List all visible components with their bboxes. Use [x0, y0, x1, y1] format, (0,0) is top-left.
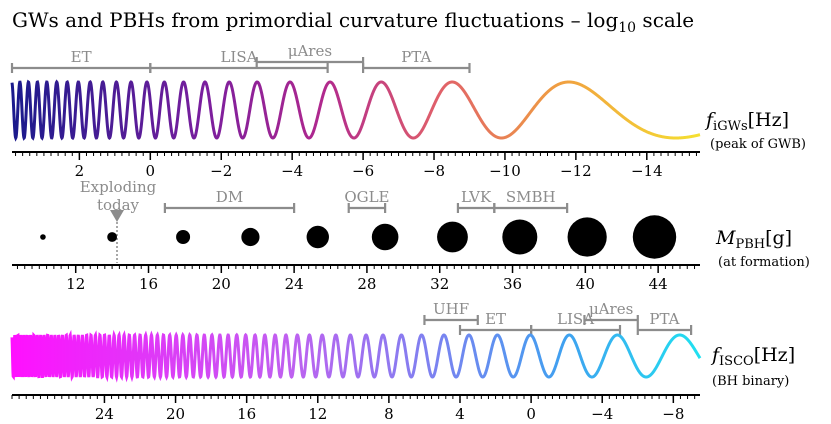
- axis-igw: 2 0 −2 −4 −6 −8 −10 −12 −14: [12, 151, 700, 180]
- range-bar: DM: [163, 188, 296, 213]
- axis-title-pbh: MPBH[g]: [715, 227, 792, 252]
- range-bar: OGLE: [344, 188, 390, 213]
- tick-label: 36: [503, 275, 522, 293]
- tick-label: 24: [95, 405, 114, 423]
- tick-label: 0: [526, 405, 536, 423]
- range-label: μAres: [589, 300, 633, 318]
- range-bar: ET: [458, 310, 533, 335]
- pbh-dot: [371, 223, 399, 251]
- pbh-dot: [241, 227, 260, 247]
- axis-pbh: 12 16 20 24 28 32 36 40 44: [12, 264, 700, 293]
- range-bar: μAres: [255, 42, 365, 67]
- tick-label: −12: [560, 162, 592, 180]
- tick-label: −6: [352, 162, 374, 180]
- pbh-dot: [502, 219, 538, 255]
- tick-label: 32: [430, 275, 449, 293]
- range-label: LVK: [461, 188, 492, 206]
- tick-label: −8: [423, 162, 445, 180]
- range-bar: μAres: [583, 300, 639, 325]
- tick-label: 20: [212, 275, 231, 293]
- range-label: OGLE: [344, 188, 389, 206]
- range-bars: ET LISA μAres PTA: [10, 42, 471, 73]
- tick-label: −2: [210, 162, 232, 180]
- wave-isco: [10, 329, 702, 383]
- tick-label: −14: [631, 162, 663, 180]
- marker-label-line2: today: [97, 196, 140, 214]
- axis-title-igw: fiGWs[Hz]: [704, 109, 789, 134]
- tick-label: −8: [662, 405, 684, 423]
- axis-title-isco: fISCO[Hz]: [710, 344, 795, 369]
- tick-label: 2: [75, 162, 85, 180]
- tick-label: −4: [281, 162, 303, 180]
- range-bar: UHF: [423, 300, 479, 325]
- range-label: PTA: [401, 48, 431, 66]
- figure-title: GWs and PBHs from primordial curvature f…: [12, 8, 694, 36]
- tick-label: 4: [455, 405, 465, 423]
- axis-subtitle-pbh: (at formation): [718, 255, 810, 270]
- tick-label: 28: [357, 275, 376, 293]
- axis-subtitle-isco: (BH binary): [712, 374, 789, 389]
- tick-label: 8: [384, 405, 394, 423]
- axis-subtitle-igw: (peak of GWB): [710, 137, 806, 152]
- tick-label: 12: [66, 275, 85, 293]
- tick-label: 16: [237, 405, 256, 423]
- range-bar: ET: [10, 48, 152, 73]
- range-label: LISA: [220, 48, 257, 66]
- pbh-dot: [107, 232, 118, 242]
- range-bar: PTA: [636, 310, 693, 335]
- range-label: SMBH: [506, 188, 556, 206]
- range-bar: SMBH: [493, 188, 569, 213]
- tick-label: 12: [308, 405, 327, 423]
- exploding-today-marker: Exploding today: [80, 178, 157, 263]
- panel-pbh: DM OGLE LVK SMBH Exploding today 12 16 20 24 28…: [12, 178, 810, 293]
- tick-label: 0: [146, 162, 156, 180]
- range-label: UHF: [433, 300, 469, 318]
- marker-triangle: [110, 210, 124, 222]
- pbh-dot: [437, 221, 468, 253]
- tick-label: 16: [139, 275, 158, 293]
- pbh-dot: [306, 225, 329, 249]
- range-bars: DM OGLE LVK SMBH: [163, 188, 569, 213]
- tick-label: −10: [489, 162, 521, 180]
- range-bar: LISA: [149, 48, 329, 73]
- range-label: ET: [485, 310, 506, 328]
- pbh-dot: [176, 230, 191, 244]
- tick-label: 20: [166, 405, 185, 423]
- range-label: DM: [216, 188, 243, 206]
- pbh-dot: [567, 217, 607, 257]
- wave-igw: [10, 79, 701, 142]
- tick-label: −4: [591, 405, 613, 423]
- axis-isco: 24 20 16 12 8 4 0 −4 −8: [11, 394, 700, 423]
- pbh-dot: [632, 215, 677, 259]
- range-bar: LVK: [456, 188, 496, 213]
- range-label: μAres: [288, 42, 332, 60]
- pbh-dots: [40, 215, 677, 259]
- tick-label: 44: [649, 275, 668, 293]
- tick-label: 40: [576, 275, 595, 293]
- panel-igw: ET LISA μAres PTA 2 0 −2 −4 −6 −8 −10 −12 −14 fiGWs…: [10, 42, 806, 180]
- pbh-dot: [40, 234, 46, 240]
- marker-label-line1: Exploding: [80, 178, 157, 196]
- range-bar: PTA: [361, 48, 471, 73]
- range-label: PTA: [649, 310, 679, 328]
- range-label: ET: [71, 48, 92, 66]
- tick-label: 24: [285, 275, 304, 293]
